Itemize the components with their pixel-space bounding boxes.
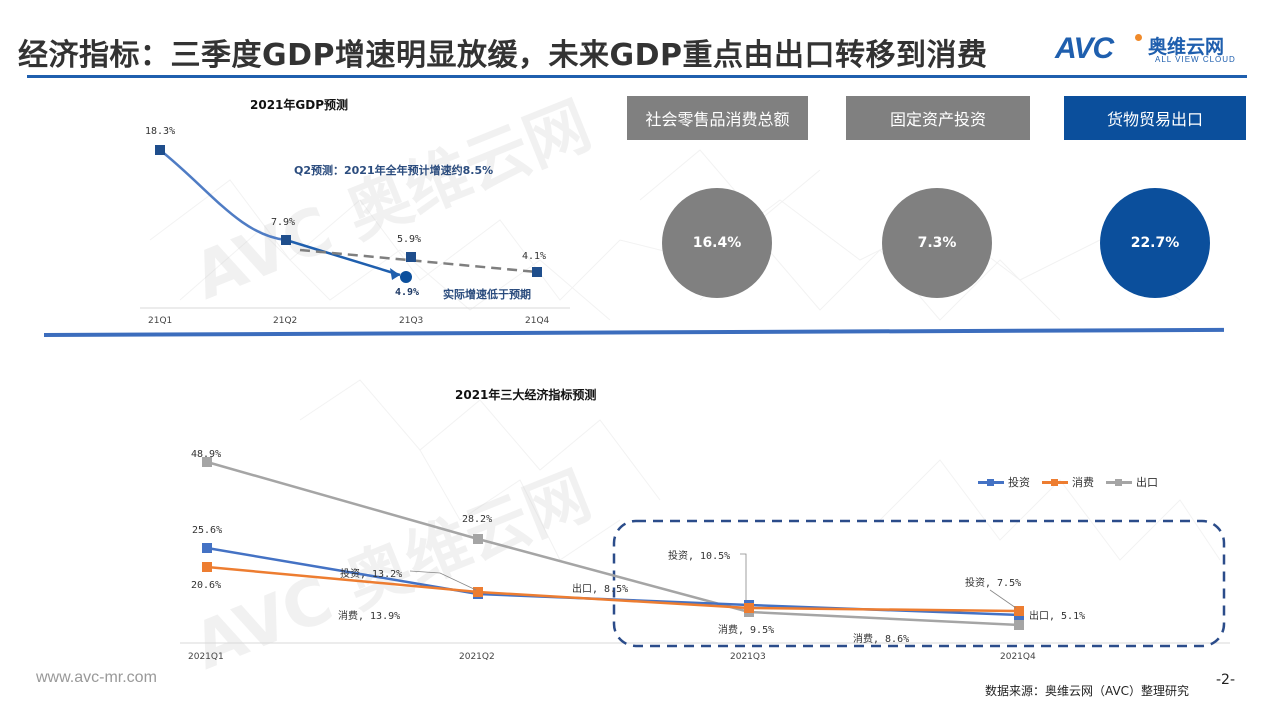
legend-label: 出口 [1136, 476, 1158, 489]
q4-consumption-label: 消费, 8.6% [853, 634, 910, 645]
gdp-x-tick-q1: 21Q1 [148, 316, 173, 326]
gdp-x-tick-q2: 21Q2 [273, 316, 298, 326]
gdp-label-q1: 18.3% [145, 126, 176, 137]
gdp-x-tick-q4: 21Q4 [525, 316, 550, 326]
gdp-forecast-label-q4: 4.1% [522, 251, 547, 262]
legend-item-export: 出口 [1106, 474, 1158, 490]
avc-logo: AVC 奥维云网 ALL VIEW CLOUD [1055, 32, 1245, 68]
gdp-actual-note: 实际增速低于预期 [443, 288, 531, 301]
x-tick-2021q3: 2021Q3 [730, 652, 766, 662]
gdp-forecast-note: Q2预测：2021年全年预计增速约8.5% [294, 164, 494, 177]
q3-investment-label: 投资, 10.5% [668, 551, 731, 562]
logo-cn: 奥维云网 [1148, 36, 1225, 58]
card-goods-export: 货物贸易出口 [1064, 96, 1246, 140]
legend-marker-icon [1042, 478, 1068, 486]
legend-item-consumption: 消费 [1042, 474, 1094, 490]
legend-label: 消费 [1072, 476, 1094, 489]
gdp-label-q2: 7.9% [271, 217, 296, 228]
legend-label: 投资 [1008, 476, 1030, 489]
legend-item-investment: 投资 [978, 474, 1030, 490]
logo-en: ALL VIEW CLOUD [1155, 55, 1236, 64]
circle-goods-export: 22.7% [1100, 188, 1210, 298]
x-tick-2021q4: 2021Q4 [1000, 652, 1036, 662]
gdp-actual-label-q3: 4.9% [395, 287, 420, 298]
q4-investment-label: 投资, 7.5% [965, 578, 1022, 589]
legend-marker-icon [1106, 478, 1132, 486]
q2-consumption-label: 消费, 13.9% [338, 611, 401, 622]
page-number: -2- [1216, 672, 1236, 688]
q2-export-label: 28.2% [462, 514, 493, 525]
chart-legend: 投资 消费 出口 [978, 474, 1158, 490]
indicators-chart-title: 2021年三大经济指标预测 [455, 388, 597, 402]
q4-export-label: 出口, 5.1% [1029, 611, 1086, 622]
circle-fixed-investment: 7.3% [882, 188, 992, 298]
logo-dot-icon [1135, 34, 1142, 41]
x-tick-2021q2: 2021Q2 [459, 652, 495, 662]
card-retail-sales: 社会零售品消费总额 [627, 96, 808, 140]
footer-url: www.avc-mr.com [36, 669, 157, 686]
legend-marker-icon [978, 478, 1004, 486]
q1-export-label: 48.9% [191, 449, 222, 460]
card-fixed-investment: 固定资产投资 [846, 96, 1030, 140]
x-tick-2021q1: 2021Q1 [188, 652, 224, 662]
q3-consumption-label: 消费, 9.5% [718, 625, 775, 636]
q1-investment-label: 25.6% [192, 525, 223, 536]
q3-export-label: 出口, 8.5% [572, 584, 629, 595]
q2-investment-label: 投资, 13.2% [340, 569, 403, 580]
logo-mark: AVC [1055, 32, 1114, 65]
q1-consumption-label: 20.6% [191, 580, 222, 591]
page-title: 经济指标：三季度GDP增速明显放缓，未来GDP重点由出口转移到消费 [18, 38, 988, 73]
gdp-x-tick-q3: 21Q3 [399, 316, 424, 326]
title-rule [27, 75, 1247, 78]
gdp-forecast-label-q3: 5.9% [397, 234, 422, 245]
gdp-chart-title: 2021年GDP预测 [250, 98, 349, 112]
data-source: 数据来源：奥维云网（AVC）整理研究 [985, 684, 1190, 698]
circle-retail-sales: 16.4% [662, 188, 772, 298]
